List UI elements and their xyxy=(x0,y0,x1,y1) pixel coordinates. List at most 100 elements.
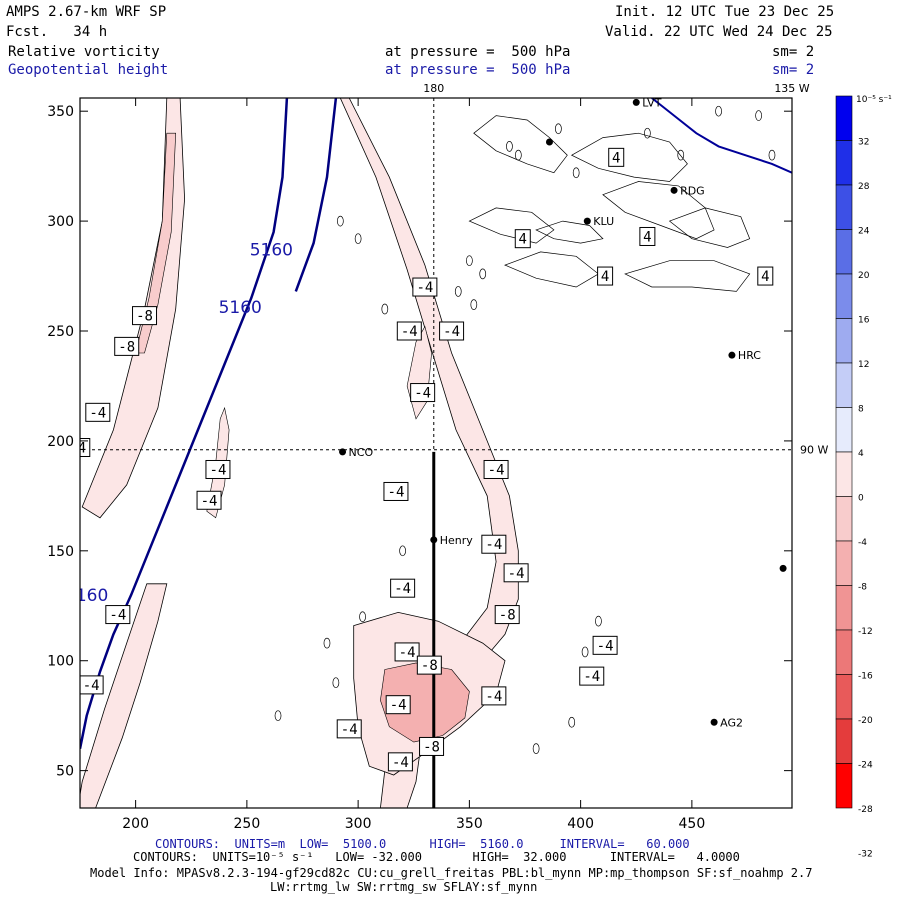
height-contour-label: 5160 xyxy=(250,241,293,261)
x-tick-label: 350 xyxy=(456,816,483,832)
x-tick-label: 250 xyxy=(234,816,261,832)
vorticity-contour-label: -4 xyxy=(443,324,460,340)
vorticity-label-box xyxy=(494,605,520,625)
vorticity-label-box xyxy=(390,578,416,598)
vorticity-label-box xyxy=(592,635,618,655)
colorbar-segment xyxy=(835,496,853,542)
positive-vorticity-contour xyxy=(602,181,715,240)
station-label: HRC xyxy=(738,349,761,362)
coastline xyxy=(651,98,792,174)
small-vorticity-contour xyxy=(354,233,362,245)
vorticity-label-box xyxy=(597,266,614,286)
station-marker xyxy=(728,351,736,359)
colorbar-segment xyxy=(835,585,853,631)
colorbar-level-label: -12 xyxy=(858,627,873,637)
small-vorticity-contour xyxy=(581,646,589,658)
colorbar-level-label: 16 xyxy=(858,316,870,326)
vorticity-contour-label: 4 xyxy=(601,269,609,285)
colorbar-unit: 10⁻⁵ s⁻¹ xyxy=(856,95,892,105)
vorticity-label-box xyxy=(80,438,91,458)
height-contour-label: 5160 xyxy=(219,298,262,318)
vorticity-label-box xyxy=(503,563,529,583)
colorbar-level-label: -28 xyxy=(858,805,873,815)
vorticity-contour-label: -4 xyxy=(201,493,218,509)
y-tick-label: 150 xyxy=(47,544,74,560)
station-label: NCO xyxy=(349,446,374,459)
colorbar-segment xyxy=(835,674,853,720)
colorbar-level-label: 32 xyxy=(858,138,869,148)
vorticity-label-box xyxy=(639,226,656,246)
station-label: RDG xyxy=(680,184,705,197)
colorbar-segment xyxy=(835,95,853,141)
small-vorticity-contour xyxy=(715,105,722,117)
station-marker xyxy=(710,718,718,726)
colorbar-level-label: -4 xyxy=(858,538,867,548)
vorticity-contour-label: -4 xyxy=(54,735,71,751)
x-tick-label: 300 xyxy=(345,816,372,832)
positive-vorticity-contour xyxy=(473,115,568,174)
height-contour-5160-main xyxy=(80,98,289,749)
lon-label-right: 90 W xyxy=(800,444,828,457)
vorticity-contour-label: -4 xyxy=(416,280,433,296)
y-tick-label: 250 xyxy=(47,324,74,340)
footer-height-contours: CONTOURS: UNITS=m LOW= 5100.0 HIGH= 5160… xyxy=(155,837,690,851)
vorticity-contour-label: -4 xyxy=(485,689,502,705)
valid-time: Valid. 22 UTC Wed 24 Dec 25 xyxy=(605,24,833,40)
vorticity-contour-label: -4 xyxy=(508,566,525,582)
footer-model-info: Model Info: MPASv8.2.3-194-gf29cd82c CU:… xyxy=(90,866,813,880)
small-vorticity-contour xyxy=(332,677,340,689)
vorticity-label-box xyxy=(132,306,158,326)
vorticity-label-box xyxy=(410,383,436,403)
lon-label-top: 180 xyxy=(423,82,444,95)
vorticity-label-box xyxy=(105,605,131,625)
vorticity-label-box xyxy=(336,719,362,739)
height-contour-label: 5160 xyxy=(38,650,81,670)
colorbar-level-label: -24 xyxy=(858,761,873,771)
positive-vorticity-contour xyxy=(504,251,600,288)
small-vorticity-contour xyxy=(454,286,462,297)
vorticity-label-box xyxy=(579,666,605,686)
colorbar-level-label: 28 xyxy=(858,182,870,192)
colorbar-level-label: 0 xyxy=(858,494,864,504)
field1-level: at pressure = 500 hPa xyxy=(385,44,571,60)
y-tick-label: 100 xyxy=(47,654,74,670)
vorticity-contour-label: -4 xyxy=(401,324,418,340)
y-tick-label: 300 xyxy=(47,214,74,230)
vorticity-contour-label: -4 xyxy=(69,441,86,457)
station-marker xyxy=(632,98,640,106)
colorbar-level-label: -20 xyxy=(858,716,873,726)
plot-field-layer: 44 44 4-4-4 -4-8-8-4-4-4-4-4-4-4-4-4-4-4-8-… xyxy=(38,98,792,808)
small-vorticity-contour xyxy=(644,127,651,139)
positive-vorticity-contour xyxy=(535,220,604,244)
small-vorticity-contour xyxy=(595,615,602,627)
colorbar-segment xyxy=(835,229,853,275)
vorticity-label-box xyxy=(412,277,438,297)
vorticity-label-box xyxy=(85,402,111,422)
small-vorticity-contour xyxy=(555,123,562,135)
small-vorticity-contour xyxy=(274,710,282,722)
y-tick-label: 50 xyxy=(56,764,74,780)
small-vorticity-contour xyxy=(568,716,576,728)
positive-vorticity-contour xyxy=(570,132,688,182)
vorticity-contour-label: -8 xyxy=(421,658,438,674)
location-marker xyxy=(545,138,553,146)
vorticity-label-box xyxy=(483,459,509,479)
small-vorticity-contour xyxy=(514,149,522,161)
vorticity-label-box xyxy=(394,642,420,662)
station-marker xyxy=(430,536,438,544)
vorticity-contour-label: -8 xyxy=(118,339,135,355)
field1-name: Relative vorticity xyxy=(8,44,160,60)
small-vorticity-contour xyxy=(359,611,366,623)
vorticity-contour-label: -4 xyxy=(109,608,126,624)
x-tick-label: 200 xyxy=(122,816,149,832)
station-marker xyxy=(670,186,678,194)
colorbar-segment xyxy=(835,629,853,675)
small-vorticity-contour xyxy=(506,141,513,152)
colorbar-segment xyxy=(835,763,853,809)
field2-name: Geopotential height xyxy=(8,62,169,78)
colorbar-segment xyxy=(835,184,853,230)
vorticity-label-box xyxy=(481,534,507,554)
vorticity-label-box xyxy=(416,655,442,675)
lon-label-top-right: 135 W xyxy=(774,82,809,95)
colorbar-level-label: 24 xyxy=(858,227,870,237)
